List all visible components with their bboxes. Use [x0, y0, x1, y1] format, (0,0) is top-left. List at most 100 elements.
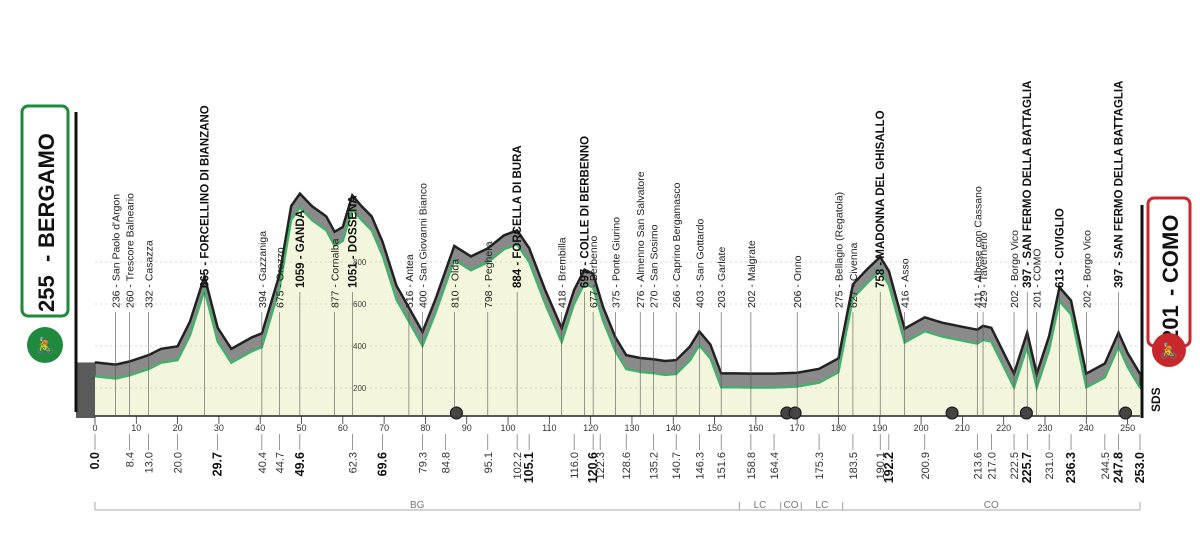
distance-tick-label: 60	[338, 423, 348, 433]
finish-city-name: COMO	[1158, 215, 1183, 283]
km-label: 84.8	[440, 452, 452, 473]
distance-tick-label: 150	[707, 423, 722, 433]
distance-tick-label: 30	[214, 423, 224, 433]
place-label: 202 - Borgo Vico	[1009, 230, 1021, 308]
km-label: 222.5	[1009, 452, 1021, 480]
place-label: 403 - San Gottardo	[694, 219, 706, 308]
province-label: CO	[783, 500, 798, 511]
place-label: 411 - Albese con Cassano	[972, 186, 984, 308]
place-label: 236 - San Paolo d'Argon	[111, 194, 123, 308]
km-label: 231.0	[1044, 452, 1056, 480]
climb-label: 397 - SAN FERMO DELLA BATTAGLIA	[1114, 81, 1126, 288]
km-label: 120.6	[586, 452, 600, 483]
distance-tick-label: 240	[1079, 423, 1094, 433]
finish-bike-badge	[1152, 333, 1186, 367]
altitude-tick-label: 200	[353, 384, 367, 393]
km-label: 140.7	[671, 452, 683, 480]
tunnel-icon	[1019, 406, 1033, 420]
km-label: 44.7	[275, 452, 287, 473]
place-label: 375 - Ponte Giurino	[610, 217, 622, 308]
place-label: 627 - Civenna	[848, 242, 860, 308]
km-label: 244.5	[1100, 452, 1112, 480]
start-marker: 255 - BERGAMO 🚴	[20, 104, 70, 363]
place-label: 798 - Peghera	[483, 241, 495, 308]
place-label: 270 - San Sosimo	[648, 224, 660, 308]
km-label: 247.8	[1112, 452, 1126, 483]
km-label: 40.4	[257, 452, 269, 473]
climb-label: 397 - SAN FERMO DELLA BATTAGLIA	[1022, 81, 1034, 288]
km-label: 200.9	[920, 452, 932, 480]
start-bike-icon: 🚴	[35, 336, 55, 355]
altitude-tick-label: 600	[353, 300, 367, 309]
place-label: 202 - Malgrate	[746, 240, 758, 308]
place-label: 394 - Gazzaniga	[257, 231, 269, 308]
km-label: 116.0	[569, 452, 581, 479]
distance-tick-label: 160	[748, 423, 763, 433]
profile-outline	[94, 191, 1142, 379]
km-label: 217.0	[986, 452, 998, 480]
distance-tick-label: 10	[131, 423, 141, 433]
distance-tick-label: 130	[624, 423, 639, 433]
distance-tick-label: 20	[173, 423, 183, 433]
start-altitude: 255	[34, 275, 59, 312]
distance-tick-label: 200	[914, 423, 929, 433]
chart-layer: 200 400 600 800 0 10 20 30 40 50 60 70 80 90 100 110 120…	[74, 81, 1147, 511]
distance-tick-label: 190	[872, 423, 887, 433]
km-label: 8.4	[125, 452, 137, 467]
distance-tick-label: 210	[955, 423, 970, 433]
km-label: 79.3	[418, 452, 430, 473]
climb-label: 697 - COLLE DI BERBENNO	[579, 136, 591, 288]
km-label: 158.8	[746, 452, 758, 480]
place-label: 202 - Borgo Vico	[1081, 230, 1093, 308]
km-label: 253.0	[1133, 452, 1147, 483]
place-label: 877 - Cornalba	[330, 238, 342, 308]
km-label: 236.3	[1064, 452, 1078, 483]
km-label: 213.6	[972, 452, 984, 480]
province-label: CO	[984, 500, 999, 511]
distance-tick-label: 250	[1120, 423, 1135, 433]
place-label: 276 - Almenno San Salvatore	[635, 171, 647, 308]
km-label: 135.2	[648, 452, 660, 480]
km-label: 95.1	[483, 452, 495, 473]
place-label: 400 - San Giovanni Bianco	[418, 183, 430, 308]
altitude-tick-label: 800	[353, 258, 367, 267]
distance-tick-label: 0	[92, 423, 97, 433]
place-label: 418 - Brembilla	[557, 237, 569, 308]
sds-logo: SDS	[1149, 387, 1163, 412]
climb-label: 613 - CIVIGLIO	[1054, 208, 1066, 288]
place-label: 677 - Berbenno	[588, 235, 600, 308]
climb-label: 1051 - DOSSENA	[347, 195, 359, 288]
km-label: 13.0	[144, 452, 156, 473]
altitude-tick-label: 400	[353, 342, 367, 351]
km-label: 62.3	[347, 452, 359, 473]
distance-tick-label: 230	[1037, 423, 1052, 433]
start-bike-badge	[27, 327, 63, 363]
km-label: 183.5	[848, 452, 860, 480]
place-label: 260 - Trescore Balneario	[125, 193, 137, 308]
distance-tick-label: 220	[996, 423, 1011, 433]
km-label: 192.2	[882, 452, 896, 483]
province-label: BG	[410, 500, 425, 511]
km-label: 175.3	[814, 452, 826, 480]
distance-tick-label: 180	[831, 423, 846, 433]
km-label: 151.6	[716, 452, 728, 480]
distance-tick-label: 110	[542, 423, 556, 433]
finish-separator: -	[1158, 289, 1183, 296]
place-label: 675 - Orezzo	[275, 247, 287, 308]
place-label: 516 - Antea	[404, 254, 416, 308]
distance-tick-label: 50	[297, 423, 307, 433]
place-label: 429 - Tavernerio	[978, 232, 990, 308]
start-sign	[20, 104, 70, 318]
place-label: 275 - Bellagio (Regatola)	[833, 192, 845, 308]
km-label: 69.6	[375, 452, 389, 476]
place-label: 203 - Garlate	[716, 247, 728, 308]
province-label: LC	[816, 500, 829, 511]
distance-tick-label: 70	[379, 423, 389, 433]
place-label: 810 - Olda	[449, 259, 461, 308]
km-label: 20.0	[173, 452, 185, 473]
tunnel-icon	[1119, 406, 1133, 420]
province-label: LC	[754, 500, 767, 511]
start-separator: -	[34, 255, 59, 262]
km-label: 128.6	[621, 452, 633, 480]
distance-tick-label: 100	[501, 423, 516, 433]
